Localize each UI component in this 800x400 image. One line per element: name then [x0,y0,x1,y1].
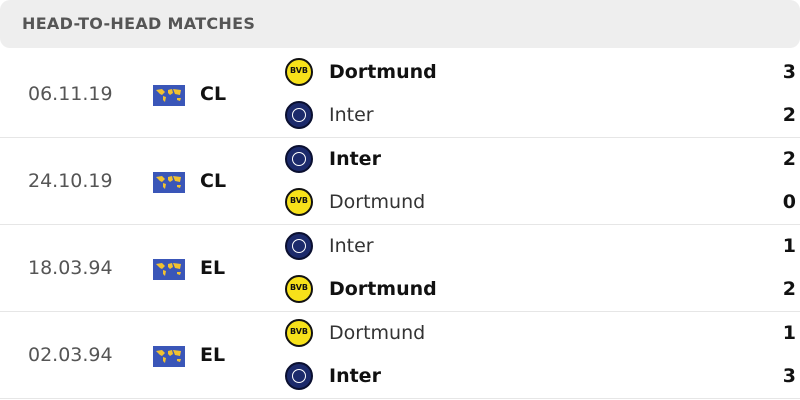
match-row[interactable]: 18.03.94 EL Inter 1 BVB Dortmund 2 [0,225,800,312]
team-name: Dortmund [329,278,437,300]
team-line: BVB Dortmund 1 [285,319,800,349]
match-row[interactable]: 24.10.19 CL Inter 2 BVB Dortmund 0 [0,138,800,225]
section-title: HEAD-TO-HEAD MATCHES [22,14,256,33]
team-line: BVB Dortmund 0 [285,188,800,218]
match-date: 06.11.19 [28,83,113,105]
team-line: Inter 3 [285,362,800,392]
team-name: Inter [329,104,374,126]
team-name: Inter [329,235,374,257]
bvb-logo-icon: BVB [285,58,313,86]
match-date: 24.10.19 [28,170,113,192]
inter-logo-icon [285,145,313,173]
team-score: 0 [782,191,796,213]
section-header: HEAD-TO-HEAD MATCHES [0,0,800,48]
competition-label: EL [200,257,226,279]
world-flag-icon [153,85,185,106]
team-name: Dortmund [329,61,437,83]
world-flag-icon [153,172,185,193]
team-line: Inter 2 [285,101,800,131]
world-flag-icon [153,346,185,367]
team-score: 3 [782,61,796,83]
competition-label: CL [200,83,227,105]
inter-logo-icon [285,232,313,260]
team-score: 2 [782,148,796,170]
team-line: Inter 1 [285,232,800,262]
match-row[interactable]: 06.11.19 CL BVB Dortmund 3 Inter 2 [0,51,800,138]
team-score: 1 [782,235,796,257]
team-line: BVB Dortmund 3 [285,58,800,88]
team-name: Inter [329,365,381,387]
bvb-logo-icon: BVB [285,188,313,216]
team-score: 2 [782,104,796,126]
team-line: Inter 2 [285,145,800,175]
inter-logo-icon [285,362,313,390]
match-row[interactable]: 02.03.94 EL BVB Dortmund 1 Inter 3 [0,312,800,399]
bvb-logo-icon: BVB [285,275,313,303]
bvb-logo-icon: BVB [285,319,313,347]
team-score: 1 [782,322,796,344]
match-date: 02.03.94 [28,344,113,366]
team-score: 2 [782,278,796,300]
competition-label: CL [200,170,227,192]
team-line: BVB Dortmund 2 [285,275,800,305]
competition-label: EL [200,344,226,366]
team-score: 3 [782,365,796,387]
team-name: Dortmund [329,322,426,344]
match-date: 18.03.94 [28,257,113,279]
team-name: Inter [329,148,381,170]
team-name: Dortmund [329,191,426,213]
inter-logo-icon [285,101,313,129]
world-flag-icon [153,259,185,280]
